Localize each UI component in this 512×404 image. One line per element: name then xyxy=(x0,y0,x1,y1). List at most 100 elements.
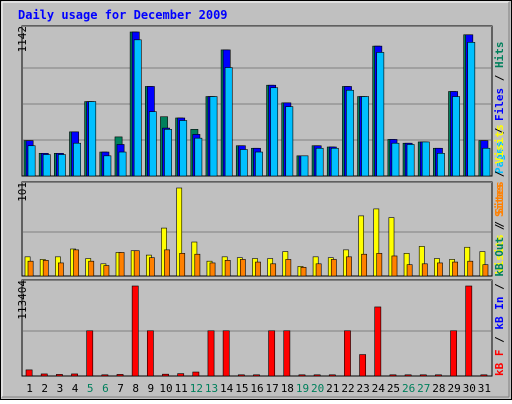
legend-kb-in: kB In xyxy=(493,297,506,330)
bar-kbf-day-20 xyxy=(313,374,321,377)
bar-sites-day-13 xyxy=(209,262,216,277)
bar-sites-day-30 xyxy=(467,260,474,277)
bar-pages-day-5 xyxy=(88,101,97,177)
x-label-day-24: 24 xyxy=(372,382,386,395)
legend-sites: Sites xyxy=(493,184,506,217)
bar-sites-day-11 xyxy=(179,253,186,277)
bar-visits-day-31 xyxy=(479,251,486,277)
bar-kbf-day-31 xyxy=(480,374,488,377)
legend-visits: Visits xyxy=(493,124,506,164)
bar-kbf-day-18 xyxy=(283,330,291,377)
x-label-day-5: 5 xyxy=(87,382,94,395)
x-label-day-18: 18 xyxy=(281,382,294,395)
bar-sites-day-7 xyxy=(118,252,125,277)
legend-files: Files xyxy=(493,88,506,121)
bar-pages-day-15 xyxy=(239,149,248,177)
bar-pages-day-13 xyxy=(209,96,218,177)
x-label-day-20: 20 xyxy=(311,382,324,395)
x-axis-day-labels: 1 2 3 4 5 6 7 8 9 10 11 12 13 14 15 16 17 18 19 20 21 22 23 24 2… xyxy=(26,382,491,395)
legend-bot-text: kB F / kB In / kB Out / Sites / Visits xyxy=(493,124,506,376)
bar-kbf-day-27 xyxy=(419,374,427,377)
bar-sites-day-3 xyxy=(58,262,64,277)
legend-separator: / xyxy=(493,164,506,184)
bar-kbf-day-9 xyxy=(146,330,154,377)
bar-kbf-day-7 xyxy=(116,374,124,377)
bar-pages-day-7 xyxy=(118,151,127,177)
x-label-day-14: 14 xyxy=(220,382,234,395)
bar-kbf-day-5 xyxy=(86,330,94,377)
x-label-day-21: 21 xyxy=(326,382,339,395)
bar-sites-day-8 xyxy=(133,250,140,277)
x-label-day-3: 3 xyxy=(57,382,64,395)
bar-sites-day-23 xyxy=(361,253,368,277)
bar-sites-day-26 xyxy=(406,264,413,277)
bar-visits-day-11 xyxy=(176,187,183,277)
bar-sites-day-28 xyxy=(437,262,443,277)
x-label-day-7: 7 xyxy=(117,382,124,395)
x-label-day-31: 31 xyxy=(478,382,491,395)
bar-pages-day-31 xyxy=(482,147,491,177)
chart-title: Daily usage for December 2009 xyxy=(18,8,228,22)
bar-sites-day-5 xyxy=(88,260,95,277)
legend-separator: / xyxy=(493,330,506,350)
bar-sites-day-14 xyxy=(224,260,231,277)
x-label-day-25: 25 xyxy=(387,382,400,395)
x-label-day-10: 10 xyxy=(159,382,172,395)
bar-kbf-day-4 xyxy=(71,373,78,377)
bar-pages-day-1 xyxy=(27,145,36,177)
legend-sites: Sites xyxy=(493,181,506,214)
bar-sites-day-6 xyxy=(103,265,110,277)
bar-kbf-day-10 xyxy=(162,373,169,377)
bar-pages-day-24 xyxy=(376,52,385,177)
bar-kbf-day-28 xyxy=(435,374,442,377)
bar-visits-day-23 xyxy=(358,215,365,277)
bar-kbf-day-14 xyxy=(222,330,230,377)
bar-visits-day-24 xyxy=(373,208,380,277)
bar-pages-day-2 xyxy=(42,154,51,177)
bar-pages-day-18 xyxy=(285,106,294,177)
bar-sites-day-18 xyxy=(285,259,292,277)
bar-sites-day-22 xyxy=(346,256,352,277)
legend-separator: / xyxy=(493,121,506,141)
bar-sites-day-25 xyxy=(391,255,398,277)
bar-pages-day-29 xyxy=(452,96,460,177)
bar-sites-day-15 xyxy=(239,259,246,277)
bar-kbf-day-21 xyxy=(328,374,336,377)
legend-visits-sites: Visits / Sites xyxy=(493,181,506,274)
bar-kbf-day-6 xyxy=(101,374,109,377)
bar-kbf-day-11 xyxy=(177,373,185,377)
legend-kb: kB F / kB In / kB Out / Sites / Visits xyxy=(493,124,506,376)
legend-mid-text: Visits / Sites xyxy=(493,181,506,274)
bar-sites-day-1 xyxy=(27,260,34,277)
bar-sites-day-31 xyxy=(482,264,489,277)
x-label-day-6: 6 xyxy=(102,382,109,395)
kb-y-max-label: 113404 xyxy=(16,280,29,320)
x-label-day-30: 30 xyxy=(463,382,476,395)
legend-hits: Hits xyxy=(493,42,506,69)
x-label-day-29: 29 xyxy=(447,382,460,395)
legend-visits: Visits xyxy=(493,234,506,274)
bar-kbf-day-26 xyxy=(404,374,412,377)
bar-pages-day-20 xyxy=(315,147,324,177)
x-label-day-19: 19 xyxy=(296,382,309,395)
x-label-day-8: 8 xyxy=(132,382,139,395)
x-label-day-17: 17 xyxy=(266,382,279,395)
bar-kbf-day-30 xyxy=(465,285,473,377)
x-label-day-4: 4 xyxy=(72,382,79,395)
x-label-day-22: 22 xyxy=(341,382,354,395)
bar-visits-day-27 xyxy=(418,246,425,277)
bar-pages-day-19 xyxy=(300,155,309,177)
bar-pages-day-8 xyxy=(133,39,142,177)
bar-pages-day-21 xyxy=(330,147,339,177)
x-label-day-23: 23 xyxy=(357,382,370,395)
hits-y-max-label: 1142 xyxy=(16,26,29,53)
bar-sites-day-21 xyxy=(330,259,337,277)
bar-sites-day-17 xyxy=(270,263,277,277)
bar-sites-day-24 xyxy=(376,253,383,277)
bar-kbf-day-1 xyxy=(25,369,33,377)
legend-separator: / xyxy=(493,68,506,88)
bar-sites-day-12 xyxy=(194,253,201,277)
bar-sites-day-20 xyxy=(315,263,322,277)
bar-pages-day-11 xyxy=(179,120,188,177)
